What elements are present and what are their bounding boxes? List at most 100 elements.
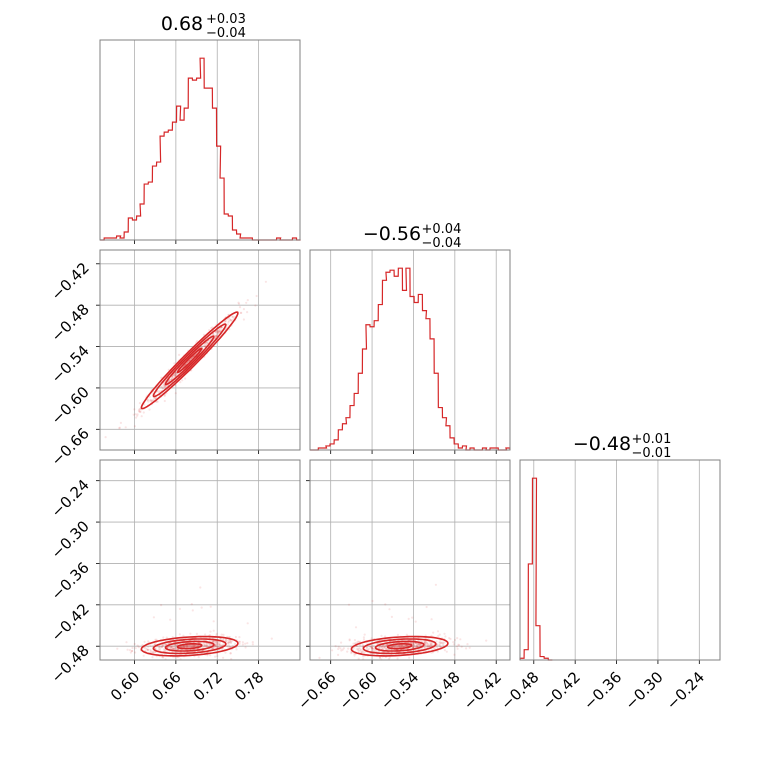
scatter-point — [228, 318, 231, 321]
scatter-point — [203, 644, 206, 647]
scatter-point — [212, 640, 215, 643]
scatter-point — [432, 647, 435, 650]
scatter-point — [429, 644, 432, 647]
scatter-point — [134, 413, 137, 416]
scatter-point — [170, 378, 173, 381]
scatter-point — [178, 607, 181, 611]
scatter-point — [342, 647, 345, 650]
scatter-point — [212, 640, 215, 643]
scatter-point — [214, 644, 217, 647]
scatter-point — [214, 335, 217, 338]
x-tick-label: −0.42 — [539, 668, 584, 713]
scatter-point — [361, 643, 364, 647]
scatter-point — [150, 399, 153, 402]
scatter-point — [217, 643, 220, 646]
scatter-point — [357, 647, 360, 650]
scatter-point — [416, 643, 419, 646]
scatter-point — [215, 634, 218, 637]
x-tick-label: −0.54 — [377, 668, 422, 713]
scatter-point — [380, 645, 383, 648]
scatter-point — [429, 644, 432, 647]
scatter-point — [173, 373, 176, 376]
scatter-point — [171, 636, 174, 639]
x-tick-label: −0.42 — [460, 668, 505, 713]
scatter-point — [154, 647, 157, 650]
scatter-point — [147, 400, 150, 403]
scatter-point — [430, 634, 433, 637]
scatter-point — [371, 647, 374, 650]
scatter-point — [212, 620, 215, 623]
scatter-point — [182, 645, 185, 648]
scatter-point — [436, 650, 439, 653]
panel-1-0 — [96, 249, 301, 454]
scatter-point — [424, 640, 427, 643]
scatter-point — [370, 645, 373, 648]
scatter-point — [164, 650, 167, 653]
scatter-point — [224, 651, 227, 654]
scatter-point — [400, 644, 403, 647]
scatter-point — [211, 640, 215, 643]
scatter-point — [194, 644, 197, 647]
scatter-point — [171, 376, 174, 380]
scatter-point — [443, 641, 446, 644]
scatter-point — [215, 645, 218, 649]
scatter-point — [356, 640, 359, 643]
scatter-point — [357, 648, 360, 651]
scatter-point — [169, 618, 172, 621]
scatter-point — [419, 643, 422, 646]
contour-level — [152, 638, 227, 655]
scatter-point — [133, 642, 136, 646]
scatter-point — [468, 646, 471, 649]
scatter-point — [433, 646, 437, 650]
scatter-point — [370, 637, 373, 640]
scatter-point — [164, 643, 168, 646]
scatter-point — [340, 641, 343, 644]
y-tick-label: −0.66 — [48, 424, 93, 469]
scatter-point — [456, 647, 459, 650]
scatter-point — [428, 644, 431, 648]
scatter-point — [341, 648, 344, 651]
scatter-point — [208, 634, 211, 637]
scatter-point — [246, 299, 249, 302]
scatter-point — [160, 645, 163, 648]
scatter-point — [216, 330, 220, 333]
scatter-point — [369, 645, 372, 649]
scatter-point — [151, 656, 154, 659]
scatter-point — [246, 642, 249, 645]
panel-title-median: −0.56 — [363, 223, 421, 245]
scatter-point — [439, 641, 442, 644]
x-tick-label: −0.60 — [336, 668, 381, 713]
scatter-point — [238, 306, 242, 309]
scatter-point — [173, 644, 177, 647]
scatter-point — [430, 642, 433, 645]
scatter-point — [165, 636, 168, 639]
scatter-point — [160, 604, 163, 607]
scatter-point — [434, 583, 437, 586]
scatter-point — [423, 640, 426, 643]
scatter-point — [174, 374, 177, 377]
scatter-point — [172, 645, 175, 648]
scatter-point — [414, 620, 417, 623]
scatter-point — [218, 643, 221, 646]
scatter-point — [202, 642, 205, 646]
scatter-point — [214, 644, 217, 647]
scatter-point — [355, 648, 358, 651]
scatter-point — [371, 647, 374, 650]
scatter-point — [397, 645, 401, 648]
scatter-point — [378, 656, 381, 660]
scatter-point — [229, 652, 232, 655]
scatter-point — [370, 646, 373, 650]
scatter-point — [435, 640, 438, 643]
scatter-point — [239, 311, 242, 314]
scatter-point — [204, 633, 207, 636]
scatter-point — [353, 646, 356, 649]
scatter-point — [146, 399, 149, 402]
scatter-point — [357, 657, 360, 660]
scatter-point — [162, 648, 165, 651]
scatter-point — [244, 646, 247, 649]
scatter-point — [384, 645, 387, 649]
scatter-point — [334, 645, 337, 648]
scatter-point — [372, 649, 375, 652]
contour-level — [362, 638, 437, 655]
panel-2-2: −0.48 +0.01−0.01 — [519, 432, 721, 664]
